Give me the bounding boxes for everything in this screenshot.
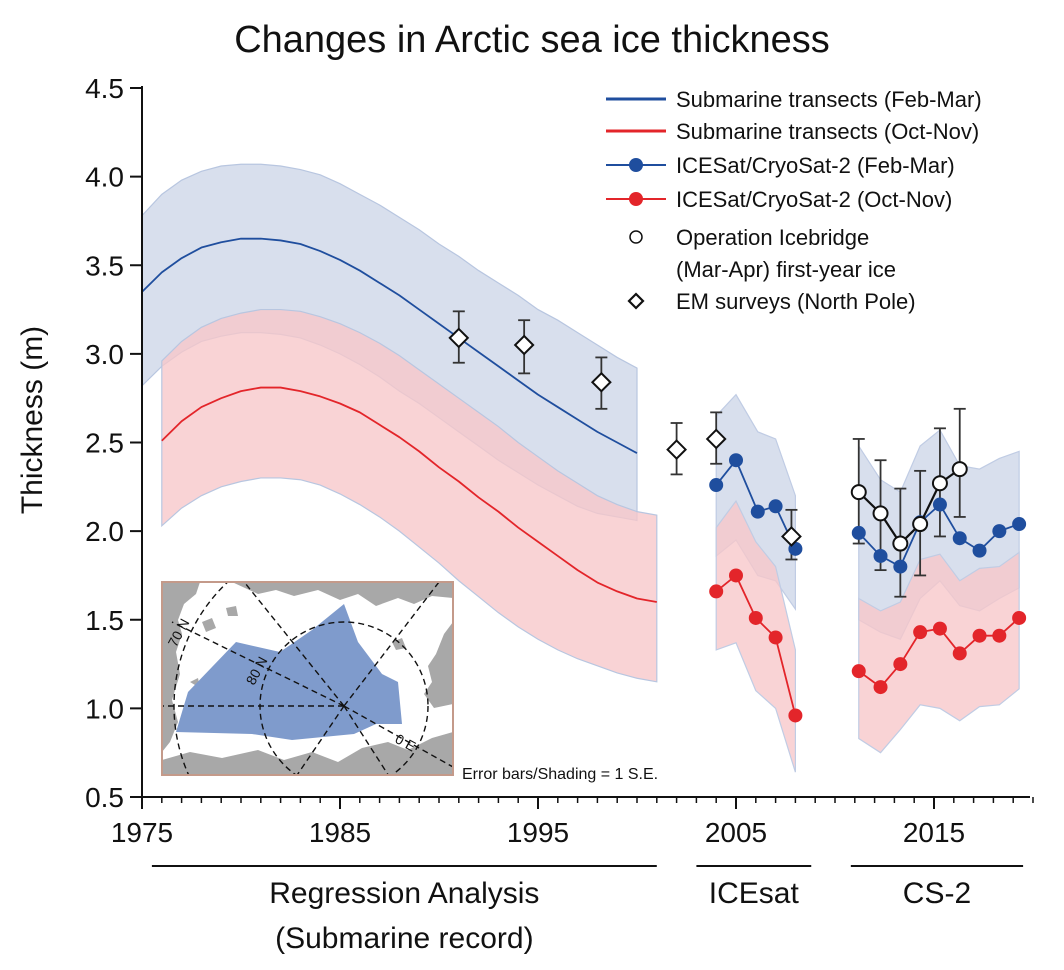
point-em-survey [590,371,612,393]
map-meridian [343,705,390,775]
point-sat-oct-nov [972,628,987,643]
series-lines [141,237,1020,716]
legend-swatch-marker [629,230,643,244]
map-land-bottom [162,732,453,775]
legend-label: ICESat/CryoSat-2 (Oct-Nov) [676,187,952,212]
map-meridian [171,621,345,707]
point-sat-feb-mar [709,478,724,493]
error-note: Error bars/Shading = 1 S.E. [462,766,658,783]
point-sat-feb-mar [729,453,743,468]
inset-map: 70 N 80 N 0 E [161,581,454,776]
point-sat-oct-nov [788,708,803,723]
point-em-survey [448,327,470,349]
point-sat-oct-nov [768,630,783,645]
legend-label: ICESat/CryoSat-2 (Feb-Mar) [676,153,955,178]
legend-label: Operation Icebridge [676,225,869,250]
point-em-survey [705,428,727,450]
y-tick-label: 1.0 [85,693,124,724]
point-sat-feb-mar [992,524,1007,539]
point-em-survey [513,334,535,356]
period-labels: Regression Analysis (Submarine record) ICE… [151,865,1024,955]
point-sat-feb-mar [873,548,888,563]
map-meridian [343,705,453,768]
legend-submarine-feb-mar: Submarine transects (Feb-Mar) [606,87,982,112]
point-sat-feb-mar [768,499,783,514]
y-tick-label: 4.5 [85,73,124,104]
x-tick-label: 1975 [111,817,173,848]
x-tick-label: 1985 [309,817,371,848]
y-tick-label: 2.0 [85,516,124,547]
point-sat-oct-nov [893,657,908,672]
band-submarine-oct-nov [161,308,658,683]
x-tick-label: 2005 [705,817,767,848]
period-sublabel: (Submarine record) [275,922,533,955]
point-em-survey [781,526,802,547]
legend-sat-feb-mar: ICESat/CryoSat-2 (Feb-Mar) [606,153,955,178]
period-label: Regression Analysis [269,877,539,910]
map-meridian [243,582,345,707]
period-label: CS-2 [903,877,971,910]
chart-title: Changes in Arctic sea ice thickness [234,19,830,61]
point-icebridge [912,516,929,533]
legend: Submarine transects (Feb-Mar) Submarine t… [606,87,982,314]
point-sat-oct-nov [873,680,888,695]
map-land-right [424,622,453,708]
point-sat-oct-nov [729,568,743,583]
point-sat-oct-nov [748,610,763,625]
legend-swatch-marker [629,158,643,172]
legend-swatch-marker [627,292,645,310]
y-tick-label: 3.5 [85,250,124,281]
legend-label: Submarine transects (Oct-Nov) [676,119,979,144]
legend-label: Submarine transects (Feb-Mar) [676,87,982,112]
legend-label: EM surveys (North Pole) [676,289,916,314]
point-icebridge [951,461,968,478]
line-submarine-oct-nov [161,386,657,603]
point-sat-feb-mar [1012,517,1027,532]
point-icebridge [931,475,948,492]
point-icebridge [872,505,889,522]
line-submarine-feb-mar [141,237,638,454]
map-meridian [343,582,440,707]
legend-em-survey: EM surveys (North Pole) [627,289,916,314]
legend-submarine-oct-nov: Submarine transects (Oct-Nov) [606,119,979,144]
point-sat-feb-mar [893,559,908,574]
y-tick-label: 4.0 [85,162,124,193]
legend-icebridge: Operation Icebridge [629,225,869,250]
point-sat-oct-nov [851,664,866,679]
x-tick-label: 1995 [507,817,569,848]
point-sat-oct-nov [952,646,967,661]
point-icebridge [850,484,867,501]
y-tick-label: 2.5 [85,428,124,459]
point-sat-feb-mar [750,504,765,519]
map-land-left [162,582,200,752]
map-meridian [296,705,345,775]
point-sat-feb-mar [851,525,866,540]
x-tick-label: 2015 [903,817,965,848]
point-sat-oct-nov [913,625,928,640]
y-tick-label: 1.5 [85,605,124,636]
map-land-top [232,582,453,606]
point-sat-feb-mar [972,543,987,558]
point-sat-oct-nov [709,584,724,599]
axes: 0.5 1.0 1.5 2.0 2.5 3.0 3.5 4.0 4.5 1975 1985 1995 2… [85,73,1034,848]
y-tick-label: 0.5 [85,782,124,813]
point-sat-feb-mar [952,531,967,546]
point-sat-oct-nov [932,621,947,636]
map-frame [161,581,454,776]
point-sat-oct-nov [992,628,1007,643]
y-tick-label: 3.0 [85,339,124,370]
period-label: ICEsat [709,877,800,910]
legend-swatch-marker [629,192,643,206]
point-em-survey [666,439,688,461]
point-sat-feb-mar [932,497,947,512]
data-markers [448,327,1027,723]
point-icebridge [892,535,909,552]
legend-label-line2: (Mar-Apr) first-year ice [676,257,896,282]
y-axis-label: Thickness (m) [16,326,49,514]
point-sat-oct-nov [1012,610,1027,625]
legend-sat-oct-nov: ICESat/CryoSat-2 (Oct-Nov) [606,187,952,212]
